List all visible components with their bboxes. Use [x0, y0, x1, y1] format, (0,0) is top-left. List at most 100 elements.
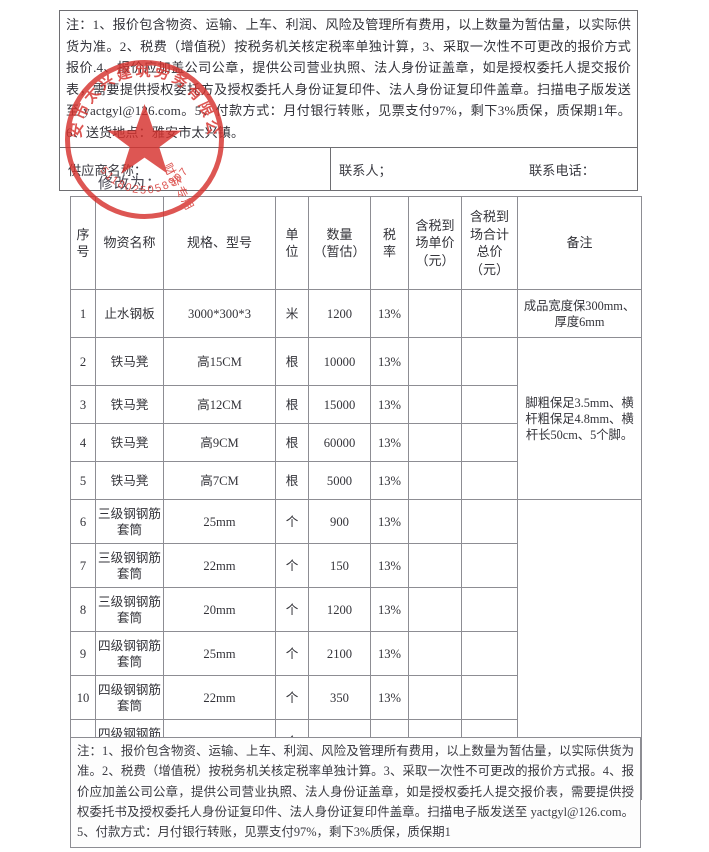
table-row[interactable]: 10 四级钢钢筋套筒 22mm 个 350 13%	[70, 675, 642, 720]
bottom-note-box: 注：1、报价包含物资、运输、上车、利润、风险及管理所有费用，以上数量为暂估量，以…	[70, 737, 641, 849]
cell-unit-price[interactable]	[408, 631, 462, 676]
header-material-name: 物资名称	[95, 196, 164, 290]
cell-spec: 高7CM	[163, 461, 276, 500]
cell-name: 四级钢钢筋套筒	[95, 631, 164, 676]
cell-no: 5	[70, 461, 96, 500]
top-note-text: 注：1、报价包含物资、运输、上车、利润、风险及管理所有费用，以上数量为暂估量，以…	[66, 17, 631, 140]
cell-unit: 根	[275, 337, 309, 386]
cell-unit-price[interactable]	[408, 675, 462, 720]
cell-tax: 13%	[370, 385, 409, 424]
cell-unit-price[interactable]	[408, 289, 462, 338]
cell-no: 7	[70, 543, 96, 588]
bottom-note-text: 注：1、报价包含物资、运输、上车、利润、风险及管理所有费用，以上数量为暂估量，以…	[77, 744, 634, 840]
cell-total-price[interactable]	[461, 289, 518, 338]
header-remark: 备注	[517, 196, 642, 290]
table-body: 1 止水钢板 3000*300*3 米 1200 13% 成品宽度保300mm、…	[70, 289, 642, 800]
table-row[interactable]: 8 三级钢钢筋套筒 20mm 个 1200 13%	[70, 587, 642, 632]
cell-spec: 20mm	[163, 587, 276, 632]
quotation-table: 序 号 物资名称 规格、型号 单 位 数量 （暂估） 税	[70, 196, 642, 800]
cell-unit-price[interactable]	[408, 543, 462, 588]
cell-tax: 13%	[370, 289, 409, 338]
cell-no: 1	[70, 289, 96, 338]
header-spec-model: 规格、型号	[163, 196, 276, 290]
cell-name: 铁马凳	[95, 385, 164, 424]
cell-total-price[interactable]	[461, 631, 518, 676]
cell-total-price[interactable]	[461, 499, 518, 544]
cell-tax: 13%	[370, 587, 409, 632]
table-row[interactable]: 1 止水钢板 3000*300*3 米 1200 13% 成品宽度保300mm、…	[70, 289, 642, 338]
cell-unit-price[interactable]	[408, 461, 462, 500]
table-row[interactable]: 4 铁马凳 高9CM 根 60000 13%	[70, 423, 642, 462]
cell-unit-price[interactable]	[408, 423, 462, 462]
cell-name: 止水钢板	[95, 289, 164, 338]
cell-total-price[interactable]	[461, 423, 518, 462]
cell-tax: 13%	[370, 337, 409, 386]
cell-qty: 15000	[308, 385, 371, 424]
supplier-contact-cell[interactable]: 联系人； 联系电话：	[331, 148, 637, 190]
table-row[interactable]: 2 铁马凳 高15CM 根 10000 13% 脚粗保足3.5mm、横杆粗保足4…	[70, 337, 642, 500]
table-row[interactable]: 3 铁马凳 高12CM 根 15000 13%	[70, 385, 642, 424]
header-tax-rate: 税 率	[370, 196, 409, 290]
cell-unit: 个	[275, 587, 309, 632]
cell-name: 三级钢钢筋套筒	[95, 543, 164, 588]
cell-no: 9	[70, 631, 96, 676]
cell-unit-price[interactable]	[408, 337, 462, 386]
header-total-price-incl-tax: 含税到 场合计 总价 （元）	[461, 196, 518, 290]
cell-qty: 1200	[308, 587, 371, 632]
table-row[interactable]: 6 三级钢钢筋套筒 25mm 个 900 13%	[70, 499, 642, 764]
cell-spec: 高12CM	[163, 385, 276, 424]
cell-spec: 高9CM	[163, 423, 276, 462]
table-row[interactable]: 7 三级钢钢筋套筒 22mm 个 150 13%	[70, 543, 642, 588]
cell-unit: 个	[275, 631, 309, 676]
header-quantity: 数量 （暂估）	[308, 196, 371, 290]
cell-remark-row1: 成品宽度保300mm、厚度6mm	[517, 289, 642, 338]
header-no: 序 号	[70, 196, 96, 290]
cell-no: 6	[70, 499, 96, 544]
cell-qty: 150	[308, 543, 371, 588]
cell-tax: 13%	[370, 423, 409, 462]
cell-unit-price[interactable]	[408, 385, 462, 424]
table-row[interactable]: 5 铁马凳 高7CM 根 5000 13%	[70, 461, 642, 500]
cell-spec: 25mm	[163, 499, 276, 544]
cell-qty: 1200	[308, 289, 371, 338]
cell-no: 4	[70, 423, 96, 462]
cell-unit: 根	[275, 423, 309, 462]
cell-qty: 2100	[308, 631, 371, 676]
cell-unit: 个	[275, 499, 309, 544]
cell-tax: 13%	[370, 631, 409, 676]
cell-spec: 22mm	[163, 675, 276, 720]
header-unit-price-incl-tax: 含税到 场单价 （元）	[408, 196, 462, 290]
contact-person-label: 联系人；	[339, 162, 392, 178]
cell-unit: 个	[275, 675, 309, 720]
revise-label: 修改为：	[98, 176, 163, 192]
cell-unit: 根	[275, 385, 309, 424]
cell-total-price[interactable]	[461, 587, 518, 632]
cell-total-price[interactable]	[461, 461, 518, 500]
cell-total-price[interactable]	[461, 337, 518, 386]
cell-tax: 13%	[370, 543, 409, 588]
cell-qty: 10000	[308, 337, 371, 386]
cell-spec: 22mm	[163, 543, 276, 588]
contact-phone-label: 联系电话：	[529, 162, 595, 178]
cell-no: 2	[70, 337, 96, 386]
cell-name: 铁马凳	[95, 461, 164, 500]
cell-total-price[interactable]	[461, 385, 518, 424]
cell-unit-price[interactable]	[408, 499, 462, 544]
table-row[interactable]: 9 四级钢钢筋套筒 25mm 个 2100 13%	[70, 631, 642, 676]
header-unit: 单 位	[275, 196, 309, 290]
cell-unit-price[interactable]	[408, 587, 462, 632]
cell-total-price[interactable]	[461, 543, 518, 588]
cell-no: 10	[70, 675, 96, 720]
table-header-row: 序 号 物资名称 规格、型号 单 位 数量 （暂估） 税	[70, 196, 642, 290]
cell-name: 铁马凳	[95, 337, 164, 386]
cell-tax: 13%	[370, 499, 409, 544]
cell-no: 3	[70, 385, 96, 424]
cell-spec: 25mm	[163, 631, 276, 676]
cell-qty: 900	[308, 499, 371, 544]
cell-total-price[interactable]	[461, 675, 518, 720]
cell-qty: 60000	[308, 423, 371, 462]
cell-remark-rows6to11	[517, 499, 642, 764]
cell-remark-rows2to5: 脚粗保足3.5mm、横杆粗保足4.8mm、横杆长50cm、5个脚。	[517, 337, 642, 500]
cell-no: 8	[70, 587, 96, 632]
